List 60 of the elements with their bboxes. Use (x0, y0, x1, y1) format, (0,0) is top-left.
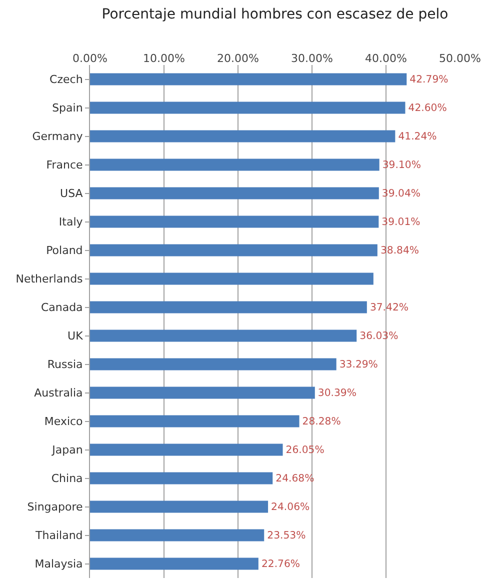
y-tick-label: Australia (34, 386, 83, 400)
y-tick-label: Czech (50, 73, 83, 86)
data-label: 23.53% (267, 530, 306, 542)
y-tick-label: UK (68, 330, 84, 343)
y-tick-label: Japan (51, 444, 83, 457)
y-tick-label: Italy (58, 216, 84, 229)
data-label: 42.60% (408, 102, 448, 114)
x-tick-label: 30.00% (291, 52, 333, 65)
x-tick-label: 20.00% (217, 52, 259, 65)
bar (90, 558, 258, 570)
bar (90, 500, 268, 513)
data-label: 41.24% (398, 131, 438, 142)
x-tick-label: 0.00% (72, 52, 108, 65)
y-tick-label: Germany (32, 130, 84, 144)
bar (90, 386, 315, 399)
data-label: 24.68% (276, 473, 315, 484)
y-tick-label: Mexico (44, 415, 84, 428)
bar (90, 130, 396, 142)
bar (90, 415, 300, 428)
y-tick-label: USA (60, 187, 84, 200)
data-label: 39.10% (382, 160, 422, 171)
data-label: 24.06% (271, 502, 310, 513)
x-tick-label: 10.00% (143, 52, 185, 65)
bar (90, 158, 380, 171)
data-label: 36.03% (360, 330, 399, 342)
y-tick-label: Netherlands (16, 272, 84, 286)
bar (90, 102, 406, 114)
data-label: 30.39% (318, 388, 357, 399)
y-tick-label: France (46, 158, 84, 172)
bar (90, 187, 379, 200)
y-tick-label: Singapore (27, 500, 84, 514)
x-tick-label: 40.00% (365, 52, 407, 65)
data-label: 22.76% (261, 558, 300, 570)
bar (90, 529, 264, 542)
data-label: 39.04% (382, 188, 421, 200)
y-tick-label: China (51, 472, 83, 486)
y-tick-label: Poland (46, 244, 83, 258)
chart-title: Porcentaje mundial hombres con escasez de pelo (102, 6, 448, 23)
data-label: 28.28% (302, 416, 342, 428)
y-tick-label: Spain (52, 102, 83, 115)
bar (90, 244, 378, 256)
bar (90, 330, 357, 342)
bar (90, 216, 379, 228)
y-tick-label: Thailand (34, 529, 83, 542)
bar (90, 272, 374, 285)
data-label: 37.42% (370, 302, 409, 314)
bar (90, 73, 407, 86)
bar (90, 358, 336, 370)
data-label: 33.29% (339, 359, 378, 370)
y-tick-label: Malaysia (34, 558, 83, 571)
bar (90, 301, 367, 314)
bar (90, 472, 273, 484)
data-label: 42.79% (410, 74, 449, 86)
data-label: 26.05% (286, 444, 325, 456)
x-tick-label: 50.00% (439, 52, 481, 65)
data-label: 38.84% (380, 245, 420, 256)
data-label: 39.01% (382, 216, 421, 228)
bar (90, 444, 283, 456)
y-tick-label: Canada (40, 301, 83, 314)
y-tick-label: Russia (47, 358, 83, 372)
